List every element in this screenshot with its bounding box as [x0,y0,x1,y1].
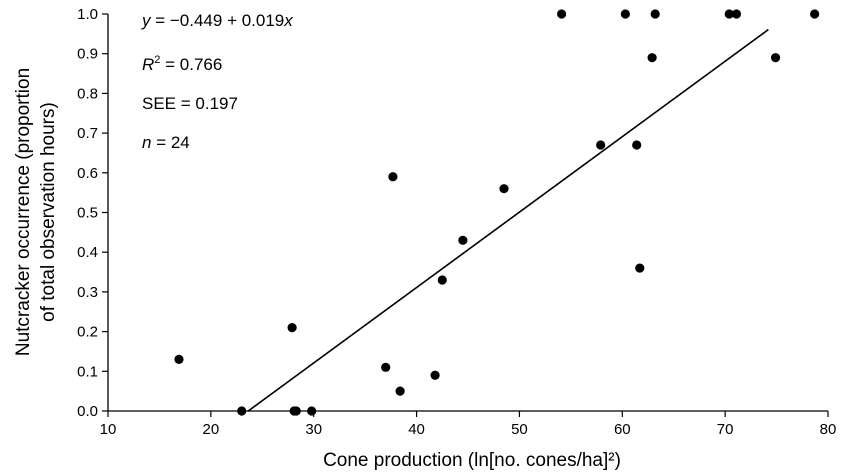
y-tick-label: 0.7 [77,125,98,142]
data-point [770,53,781,63]
tick-labels: 10 20 30 40 50 60 70 80 0.0 0.1 0.2 0.3 0.4 0.5 0.6 0.7… [77,6,836,438]
data-point [237,406,247,416]
y-axis-title-line1: Nutcracker occurrence (proportion [13,68,34,356]
x-tick-label: 40 [408,421,425,438]
y-tick-label: 0.8 [77,85,98,102]
y-tick-label: 0.1 [77,363,98,380]
data-point [647,53,657,63]
data-point [632,140,642,150]
regression-line [247,28,769,412]
x-tick-label: 50 [511,421,528,438]
data-point [810,9,820,19]
data-point [620,9,630,19]
y-tick-label: 0.2 [77,324,98,341]
data-point [381,362,391,372]
data-point [650,9,660,19]
data-point [499,184,509,194]
y-tick-label: 0.9 [77,46,98,63]
x-tick-label: 30 [305,421,322,438]
x-tick-label: 10 [100,421,117,438]
y-axis-title-line2: of total observation hours) [38,102,59,322]
y-tick-label: 0.5 [77,205,98,222]
n-annotation: n = 24 [142,133,190,152]
x-axis-title: Cone production (ln[no. cones/ha]²) [323,450,621,471]
data-point [458,235,468,245]
see-annotation: SEE = 0.197 [142,94,238,113]
data-point [557,9,567,19]
tick-marks [102,13,829,417]
y-tick-label: 1.0 [77,6,98,23]
data-point [388,172,398,182]
equation-annotation: y = −0.449 + 0.019x [141,11,293,30]
data-point [437,275,447,285]
data-point [635,263,645,273]
x-tick-label: 80 [820,421,837,438]
x-tick-label: 70 [717,421,734,438]
data-point [731,9,742,19]
y-tick-label: 0.6 [77,165,98,182]
data-point [291,406,301,416]
data-point [174,354,184,364]
regression-line-group [247,28,769,412]
data-points [174,9,820,416]
x-tick-label: 60 [614,421,631,438]
r-squared-annotation: R2 = 0.766 [142,54,222,74]
data-point [307,406,317,416]
data-point [596,140,606,150]
x-tick-label: 20 [203,421,220,438]
data-point [430,370,440,380]
y-tick-label: 0.4 [77,244,98,261]
data-point [287,323,297,333]
y-tick-label: 0.0 [77,403,98,420]
data-point [395,386,405,396]
data-point [724,9,734,19]
regression-annotations: y = −0.449 + 0.019x R2 = 0.766 SEE = 0.1… [141,11,293,152]
y-tick-label: 0.3 [77,284,98,301]
